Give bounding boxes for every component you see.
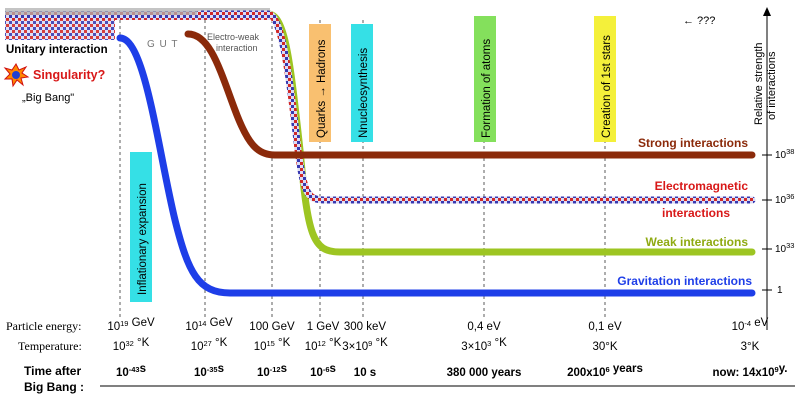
strong-label: Strong interactions xyxy=(638,136,748,150)
big-bang-label: „Big Bang" xyxy=(22,92,74,104)
time-value: 380 000 years xyxy=(447,367,522,379)
epoch-label: Creation of 1st stars xyxy=(601,35,613,138)
weak-label: Weak interactions xyxy=(646,235,749,249)
epoch-label: Formation of atoms xyxy=(481,39,493,138)
time-value: 10 s xyxy=(354,367,376,379)
temperature-value: 1027 °K xyxy=(191,337,228,353)
time-value: 10-43s xyxy=(116,363,146,379)
time-value: 10-12s xyxy=(257,363,287,379)
strong-interaction-curve xyxy=(184,30,756,159)
strength-tick-electromagnetic: 1036 xyxy=(775,192,794,206)
temperature-value: 1015 °K xyxy=(254,337,291,353)
epoch-box xyxy=(130,152,152,302)
electroweak-label-line2: interaction xyxy=(216,43,258,53)
y-axis-arrow xyxy=(763,7,771,16)
temperature-value: 3×109 °K xyxy=(342,337,388,353)
epoch-label: Inflationary expansion xyxy=(137,183,149,295)
explosion-icon xyxy=(3,63,30,88)
energy-value: 1019 GeV xyxy=(107,317,155,333)
epoch-inflation: Inflationary expansion xyxy=(130,152,152,302)
energy-value: 1014 GeV xyxy=(185,317,233,333)
temperature-value: 3°K xyxy=(741,341,760,353)
temperature-value: 3×103 °K xyxy=(461,337,507,353)
time-value: 10-35s xyxy=(194,363,224,379)
epoch-quarks-hadrons: Quarks → Hadrons xyxy=(309,24,331,142)
epoch-label: Nnucleosynthesis xyxy=(358,48,370,138)
strength-tick-strong: 1038 xyxy=(775,147,794,161)
strength-tick-gravitation: 1 xyxy=(777,285,783,296)
epoch-nucleosynthesis: Nnucleosynthesis xyxy=(351,24,373,142)
electromagnetic-curve xyxy=(196,10,756,204)
temperature-value: 1032 °K xyxy=(113,337,150,353)
epoch-box xyxy=(594,16,616,142)
energy-value: 300 keV xyxy=(344,321,387,333)
unified-band-gray xyxy=(5,8,270,15)
time-value: now: 14x109y. xyxy=(713,363,788,379)
unitary-interaction-label: Unitary interaction xyxy=(6,44,108,56)
energy-value: 100 GeV xyxy=(249,321,295,333)
temperature-value: 30°K xyxy=(592,341,617,353)
time-row-label-line2: Big Bang : xyxy=(24,380,84,394)
time-row-label-line1: Time after xyxy=(24,364,81,378)
epoch-label: Quarks → Hadrons xyxy=(316,39,328,138)
singularity-label: Singularity? xyxy=(33,68,105,82)
gut-label: G U T xyxy=(147,39,178,50)
energy-value: 10-4 eV xyxy=(732,317,769,333)
epoch-first-stars: Creation of 1st stars xyxy=(594,16,616,142)
gravitation-label: Gravitation interactions xyxy=(617,274,752,288)
electromagnetic-label-line1: Electromagnetic xyxy=(655,179,749,193)
energy-value: 1 GeV xyxy=(307,321,340,333)
y-axis-title-line1: Relative strength xyxy=(753,42,765,125)
gravitation-interaction-curve xyxy=(116,34,756,297)
energy-row-label: Particle energy: xyxy=(6,319,81,333)
epoch-box xyxy=(309,24,331,142)
strength-tick-weak: 1033 xyxy=(775,241,794,255)
epoch-atoms: Formation of atoms xyxy=(474,16,496,142)
epoch-box xyxy=(474,16,496,142)
time-value: 200x106 years xyxy=(567,363,643,379)
unknown-arrow-label: ← ??? xyxy=(683,15,715,27)
y-axis-ticks xyxy=(762,154,772,291)
temperature-value: 1012 °K xyxy=(305,337,342,353)
electromagnetic-label-line2: interactions xyxy=(662,206,730,220)
electroweak-label-line1: Electro-weak xyxy=(207,32,260,42)
time-value: 10-6s xyxy=(310,363,336,379)
time-values: 10-43s 10-35s 10-12s 10-6s 10 s 380 000 years… xyxy=(116,363,787,379)
temperature-values: 1032 °K 1027 °K 1015 °K 1012 °K 3×109 °K 3×10… xyxy=(113,337,760,353)
energy-value: 0,1 eV xyxy=(588,321,622,333)
unified-band-left xyxy=(5,11,270,20)
unified-band-block xyxy=(5,18,115,40)
y-axis-title-line2: of interactions xyxy=(766,51,778,120)
energy-value: 0,4 eV xyxy=(467,321,501,333)
epoch-box xyxy=(351,24,373,142)
energy-values: 1019 GeV 1014 GeV 100 GeV 1 GeV 300 keV 0,4 e… xyxy=(107,317,768,333)
temperature-row-label: Temperature: xyxy=(18,339,82,353)
